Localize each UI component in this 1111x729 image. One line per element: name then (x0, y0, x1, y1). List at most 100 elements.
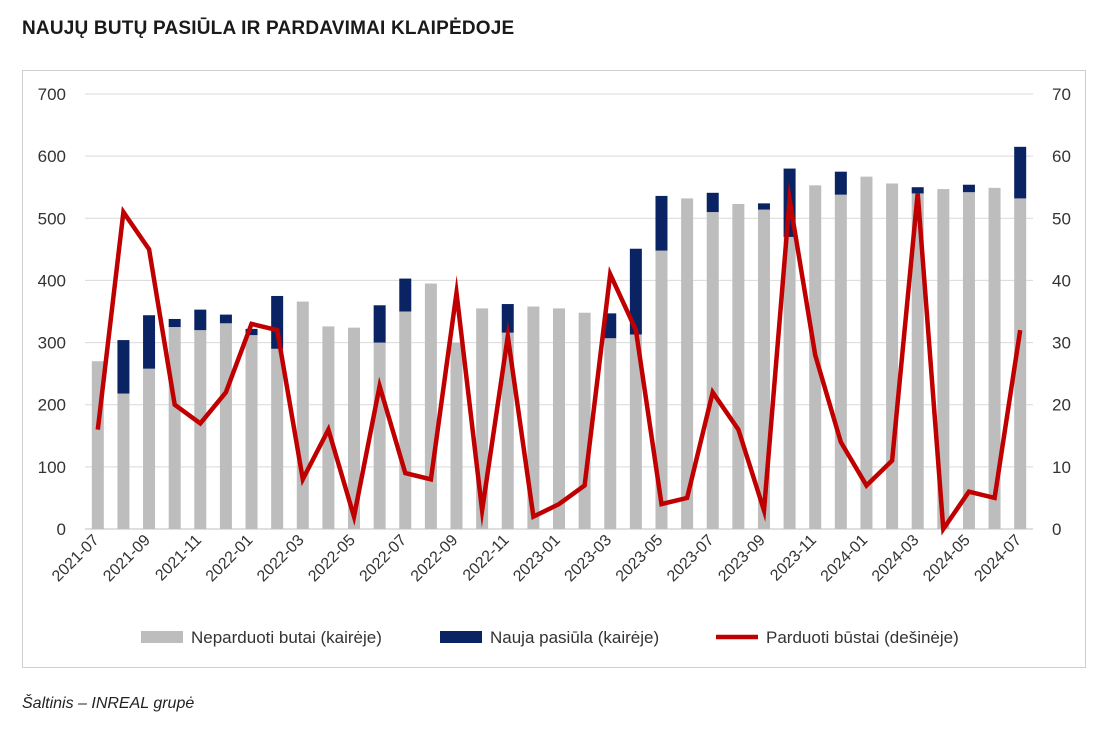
y-left-tick-label: 300 (38, 334, 66, 353)
x-tick-label: 2023-03 (562, 532, 616, 586)
bar-unsold (271, 348, 284, 529)
legend-label-sold: Parduoti būstai (dešinėje) (766, 628, 959, 647)
bar-unsold (296, 301, 309, 529)
y-right-tick-label: 70 (1052, 85, 1071, 104)
bar-new-supply (911, 187, 924, 194)
y-left-tick-label: 200 (38, 396, 66, 415)
chart-title: NAUJŲ BUTŲ PASIŪLA IR PARDAVIMAI KLAIPĖD… (22, 18, 515, 39)
sold-series-line (95, 181, 1023, 536)
bar-unsold (501, 332, 514, 529)
bar-unsold (245, 335, 258, 529)
x-tick-label: 2022-05 (305, 532, 359, 586)
bar-unsold (424, 283, 437, 529)
bar-new-supply (655, 195, 668, 251)
x-tick-label: 2021-09 (100, 532, 154, 586)
bar-new-supply (143, 315, 156, 369)
legend-swatch-new-supply (440, 631, 482, 643)
y-right-tick-label: 60 (1052, 147, 1071, 166)
x-tick-label: 2022-01 (203, 532, 257, 586)
y-right-tick-label: 0 (1052, 520, 1061, 539)
bar-unsold (527, 306, 540, 529)
bar-new-supply (757, 203, 770, 210)
source-note: Šaltinis – INREAL grupė (22, 695, 195, 712)
bar-unsold (194, 330, 207, 529)
x-tick-label: 2024-05 (920, 532, 974, 586)
bar-unsold (655, 250, 668, 529)
bar-unsold (834, 194, 847, 529)
bars (91, 146, 1027, 530)
bar-new-supply (1014, 146, 1027, 199)
bar-unsold (937, 189, 950, 530)
x-tick-label: 2022-11 (460, 532, 513, 585)
y-right-tick-label: 10 (1052, 458, 1071, 477)
y-right-tick-label: 50 (1052, 209, 1071, 228)
bar-unsold (706, 212, 719, 530)
bar-new-supply (604, 313, 617, 339)
bar-unsold (988, 187, 1001, 530)
legend: Neparduoti butai (kairėje) Nauja pasiūla … (141, 628, 959, 647)
bar-unsold (399, 311, 412, 529)
y-left-tick-label: 0 (57, 520, 66, 539)
legend-swatch-unsold (141, 631, 183, 643)
x-tick-label: 2023-09 (715, 532, 769, 586)
bar-new-supply (373, 305, 386, 343)
bar-new-supply (219, 314, 232, 324)
bar-new-supply (168, 318, 181, 328)
y-right-tick-label: 40 (1052, 271, 1071, 290)
x-tick-label: 2024-01 (818, 532, 872, 586)
bar-new-supply (399, 278, 412, 312)
bar-unsold (604, 338, 617, 529)
bar-unsold (732, 203, 745, 529)
bar-new-supply (194, 309, 207, 331)
chart-frame (22, 70, 1086, 668)
bar-new-supply (962, 184, 975, 193)
x-tick-label: 2021-07 (49, 532, 103, 586)
x-tick-label: 2023-07 (664, 532, 718, 586)
y-left-tick-label: 600 (38, 147, 66, 166)
bar-new-supply (629, 248, 642, 335)
y-right-tick-label: 30 (1052, 334, 1071, 353)
legend-label-unsold: Neparduoti butai (kairėje) (191, 628, 382, 647)
x-tick-label: 2024-07 (971, 532, 1025, 586)
bar-unsold (348, 327, 361, 529)
bar-unsold (962, 192, 975, 529)
bar-unsold (911, 193, 924, 529)
y-left-tick-label: 100 (38, 458, 66, 477)
bar-unsold (143, 368, 156, 529)
bar-unsold (168, 327, 181, 529)
x-tick-label: 2022-07 (357, 532, 411, 586)
y-left-tick-label: 700 (38, 85, 66, 104)
y-left-tick-label: 500 (38, 209, 66, 228)
bar-new-supply (834, 171, 847, 195)
y-axis-right: 0 10 20 30 40 50 60 70 (1052, 85, 1071, 539)
bar-unsold (117, 393, 130, 529)
x-tick-label: 2023-01 (510, 532, 564, 586)
y-left-tick-label: 400 (38, 271, 66, 290)
bar-new-supply (501, 304, 514, 333)
bar-new-supply (117, 340, 130, 394)
bar-unsold (860, 176, 873, 529)
bar-unsold (450, 342, 463, 529)
bar-unsold (783, 236, 796, 529)
y-right-tick-label: 20 (1052, 396, 1071, 415)
bar-unsold (553, 308, 565, 529)
x-tick-label: 2023-11 (767, 532, 820, 585)
bar-unsold (1014, 198, 1027, 529)
bar-unsold (373, 342, 386, 529)
bar-unsold (886, 183, 899, 529)
bar-new-supply (706, 192, 719, 213)
bar-unsold (681, 198, 694, 529)
bar-new-supply (245, 328, 258, 336)
bar-unsold (219, 323, 232, 529)
sold-line (95, 181, 1023, 536)
x-axis: 2021-072021-092021-112022-012022-032022-… (49, 532, 1025, 586)
bar-unsold (629, 334, 642, 529)
legend-label-new-supply: Nauja pasiūla (kairėje) (490, 628, 659, 647)
x-tick-label: 2022-03 (254, 532, 308, 586)
x-tick-label: 2022-09 (408, 532, 462, 586)
bar-unsold (578, 312, 591, 529)
y-axis-left: 0 100 200 300 400 500 600 700 (38, 85, 66, 539)
x-tick-label: 2021-11 (152, 532, 205, 585)
x-tick-label: 2023-05 (613, 532, 667, 586)
